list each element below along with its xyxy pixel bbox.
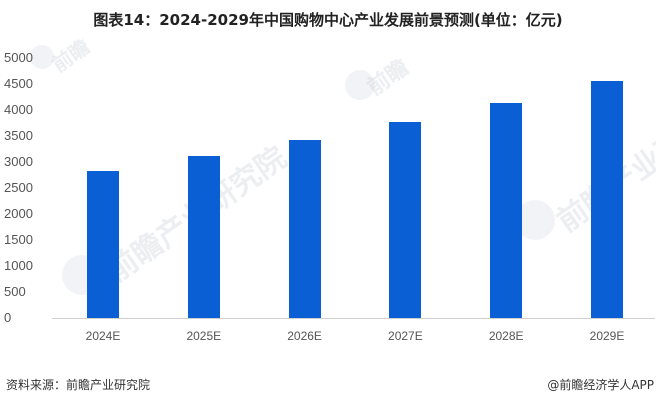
bar-2027E xyxy=(389,122,422,318)
y-tick-label: 3500 xyxy=(4,128,33,143)
x-tick-label: 2027E xyxy=(388,329,423,343)
x-tick-label: 2028E xyxy=(488,329,524,343)
y-tick-label: 1500 xyxy=(4,232,33,247)
source-note: 资料来源：前瞻产业研究院 xyxy=(6,378,151,392)
bar-2026E xyxy=(288,140,321,318)
watermark-logo-icon xyxy=(345,70,375,100)
y-tick-label: 3000 xyxy=(4,154,33,169)
y-tick-label: 0 xyxy=(4,310,12,325)
y-tick-label: 4500 xyxy=(4,76,33,91)
y-tick-label: 5000 xyxy=(4,50,33,65)
bar-chart: 前瞻产业研究院 前瞻产业研究院 前瞻 前瞻 050010001500200025… xyxy=(4,34,656,343)
y-tick-label: 2000 xyxy=(4,206,33,221)
y-tick-label: 2500 xyxy=(4,180,33,195)
bar-2024E xyxy=(87,170,119,318)
bar-2029E xyxy=(591,80,623,318)
x-tick-label: 2029E xyxy=(589,329,625,343)
x-tick-label: 2024E xyxy=(85,329,121,343)
y-tick-label: 4000 xyxy=(4,102,33,117)
watermark-text: 前瞻 xyxy=(363,55,414,101)
x-tick-label: 2025E xyxy=(186,329,222,343)
x-tick-label: 2026E xyxy=(287,329,322,343)
x-axis-line xyxy=(52,318,655,319)
credit-note: @前瞻经济学人APP xyxy=(547,378,654,392)
watermark-text: 前瞻 xyxy=(47,34,95,78)
y-tick-label: 500 xyxy=(4,284,26,299)
bar-2025E xyxy=(187,156,220,318)
bar-2028E xyxy=(490,102,523,318)
chart-title: 图表14：2024-2029年中国购物中心产业发展前景预测(单位：亿元) xyxy=(93,11,563,29)
y-tick-label: 1000 xyxy=(4,258,33,273)
